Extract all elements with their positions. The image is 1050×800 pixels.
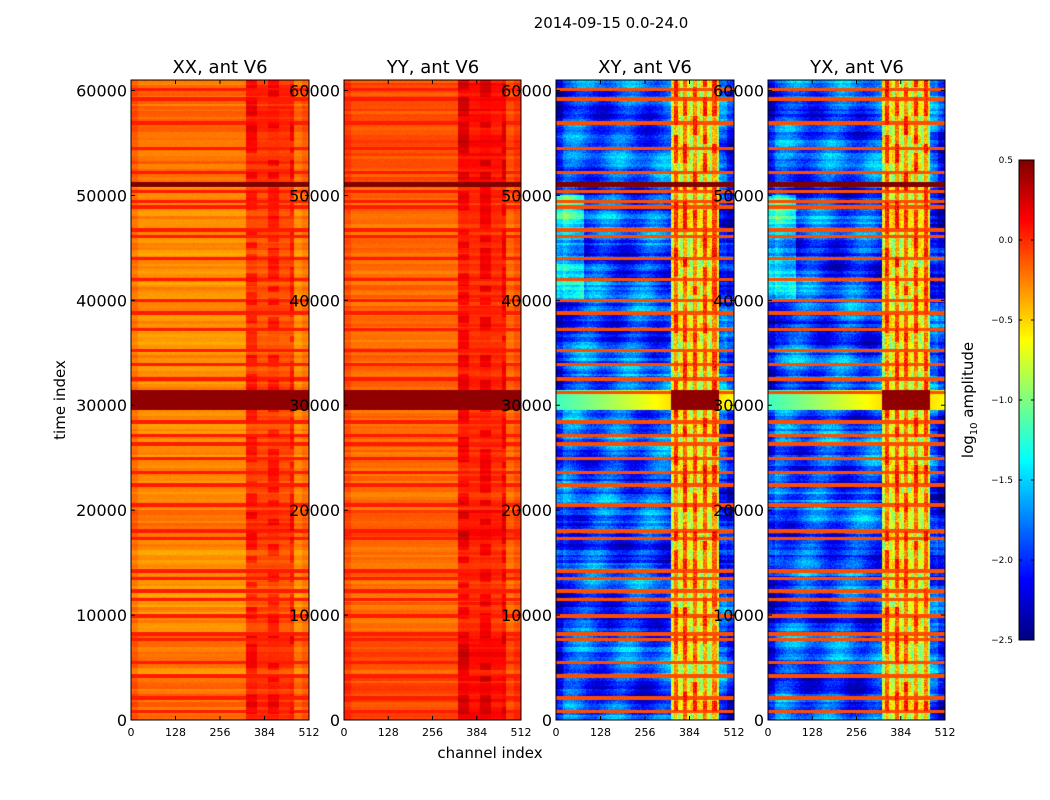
x-tick-label: 512 (511, 726, 532, 739)
y-tick-label: 50000 (713, 186, 764, 205)
x-tick-label: 128 (590, 726, 611, 739)
x-tick-label: 256 (422, 726, 443, 739)
heatmap-image (131, 80, 309, 720)
y-tick-label: 50000 (289, 186, 340, 205)
y-tick-label: 40000 (501, 291, 552, 310)
x-tick-label: 512 (299, 726, 320, 739)
x-tick-label: 384 (890, 726, 911, 739)
colorbar-label-subscript: 10 (969, 422, 980, 435)
colorbar-tick-label: −0.5 (991, 316, 1013, 326)
x-tick-label: 384 (466, 726, 487, 739)
panel-xx: XX, ant V6 0 128 256 384 512 0 10000 20000 30000… (76, 57, 319, 739)
colorbar-tick-label: −2.0 (991, 556, 1013, 566)
y-tick-label: 40000 (289, 291, 340, 310)
y-tick-label: 10000 (713, 606, 764, 625)
x-tick-label: 0 (341, 726, 348, 739)
axes-frame: 0 128 256 384 512 0 10000 20000 30000 40000 50000 6… (289, 79, 532, 739)
y-tick-label: 0 (117, 711, 127, 730)
y-tick-label: 50000 (76, 186, 127, 205)
x-tick-label: 384 (254, 726, 275, 739)
colorbar-tick-label: 0.0 (999, 236, 1014, 246)
y-tick-label: 20000 (501, 501, 552, 520)
x-tick-label: 0 (128, 726, 135, 739)
y-tick-label: 40000 (76, 291, 127, 310)
panel-xy: XY, ant V6 0 128 256 384 512 0 10000 20000 30000… (501, 57, 744, 739)
y-tick-label: 20000 (289, 501, 340, 520)
axes-frame: 0 128 256 384 512 0 10000 20000 30000 40000 50000 6… (713, 79, 956, 739)
y-tick-label: 30000 (289, 396, 340, 415)
colorbar-gradient (1019, 160, 1034, 640)
axes-frame: 0 128 256 384 512 0 10000 20000 30000 40000 50000 6… (501, 79, 745, 739)
x-tick-label: 256 (635, 726, 656, 739)
y-tick-label: 10000 (501, 606, 552, 625)
colorbar-label-log: log (959, 435, 977, 458)
x-tick-label: 128 (802, 726, 823, 739)
x-tick-label: 512 (935, 726, 956, 739)
y-tick-label: 20000 (713, 501, 764, 520)
x-tick-label: 0 (553, 726, 560, 739)
y-tick-label: 60000 (713, 81, 764, 100)
figure-suptitle: 2014-09-15 0.0-24.0 (534, 14, 689, 32)
panel-yx: YX, ant V6 0 128 256 384 512 0 10000 20000 30000… (713, 57, 955, 739)
colorbar-tick-label: −2.5 (991, 636, 1013, 646)
colorbar-label-amplitude: amplitude (959, 342, 977, 423)
y-tick-label: 60000 (76, 81, 127, 100)
x-tick-label: 512 (724, 726, 745, 739)
y-tick-label: 0 (754, 711, 764, 730)
heatmap-image (556, 80, 734, 720)
panel-title: YY, ant V6 (386, 57, 479, 78)
y-tick-label: 60000 (289, 81, 340, 100)
y-tick-label: 40000 (713, 291, 764, 310)
y-tick-label: 50000 (501, 186, 552, 205)
colorbar: −2.5 −2.0 −1.5 −1.0 −0.5 0.0 0.5 log10 amplitu… (959, 156, 1035, 646)
heatmap-image (768, 80, 945, 720)
heatmap-image (344, 80, 521, 720)
colorbar-label: log10 amplitude (959, 342, 980, 458)
y-tick-label: 10000 (76, 606, 127, 625)
y-tick-label: 30000 (501, 396, 552, 415)
panel-title: YX, ant V6 (809, 57, 904, 78)
x-tick-label: 128 (165, 726, 186, 739)
panel-title: XX, ant V6 (172, 57, 267, 78)
colorbar-tick-label: −1.5 (991, 476, 1013, 486)
colorbar-ticks: −2.5 −2.0 −1.5 −1.0 −0.5 0.0 0.5 (991, 156, 1034, 646)
y-tick-label: 0 (330, 711, 340, 730)
x-axis-label: channel index (437, 744, 542, 762)
axes-frame: 0 128 256 384 512 0 10000 20000 30000 40000 50000 6… (76, 79, 320, 739)
y-tick-label: 30000 (713, 396, 764, 415)
x-tick-label: 128 (378, 726, 399, 739)
y-tick-label: 60000 (501, 81, 552, 100)
x-tick-label: 256 (210, 726, 231, 739)
y-tick-label: 0 (542, 711, 552, 730)
panel-title: XY, ant V6 (598, 57, 692, 78)
y-tick-label: 30000 (76, 396, 127, 415)
y-tick-label: 20000 (76, 501, 127, 520)
colorbar-tick-label: −1.0 (991, 396, 1013, 406)
x-tick-label: 256 (846, 726, 867, 739)
colorbar-tick-label: 0.5 (999, 156, 1013, 166)
x-tick-label: 0 (765, 726, 772, 739)
y-tick-label: 10000 (289, 606, 340, 625)
panel-yy: YY, ant V6 0 128 256 384 512 0 10000 20000 30000… (289, 57, 531, 739)
x-tick-label: 384 (679, 726, 700, 739)
y-axis-label: time index (51, 360, 69, 440)
